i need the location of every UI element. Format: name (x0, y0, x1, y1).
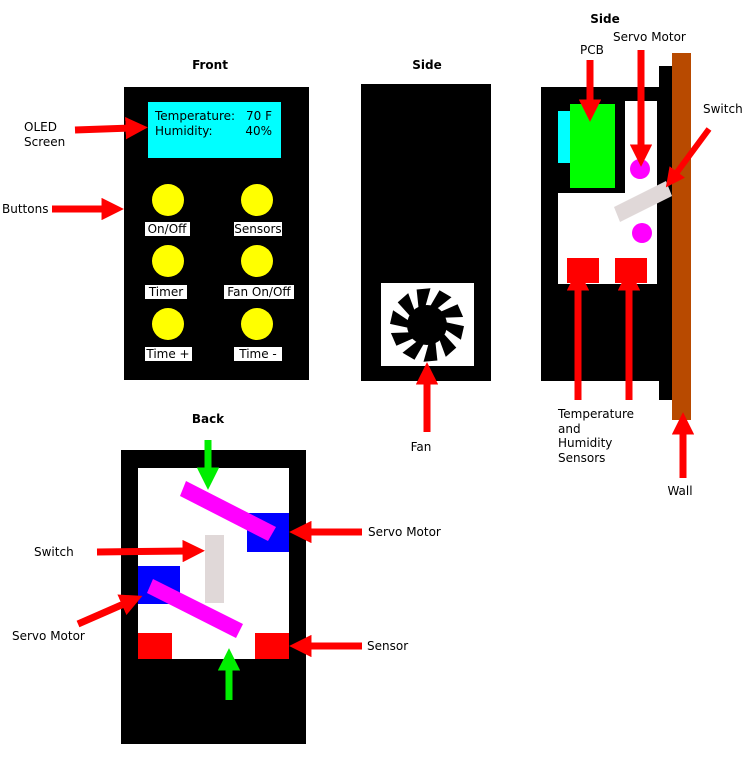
fan-blade (402, 339, 425, 360)
fan-blade (416, 288, 431, 311)
sensors-callout-line1: Temperature (557, 407, 634, 421)
servo-dot-top (630, 159, 650, 179)
back-servo-left-arrow (76, 594, 143, 628)
mount-bracket (659, 66, 672, 400)
switch-arrow (665, 127, 712, 188)
pcb-divider (620, 101, 625, 193)
button-label-time-minus: Time - (238, 347, 277, 361)
back-sensor-callout: Sensor (367, 639, 408, 653)
switch-callout: Switch (703, 102, 743, 116)
oled-arrow (74, 116, 148, 140)
button-label-fan-on-off: Fan On/Off (227, 285, 291, 299)
button-label-bg (234, 347, 282, 361)
oled-callout-line2: Screen (24, 135, 65, 149)
pcb (570, 104, 615, 188)
button-on-off (152, 184, 184, 216)
side-wall-view: Side PCB Servo Motor Switch Temperature … (541, 12, 743, 498)
screen-edge (558, 111, 570, 163)
front-view: Front Temperature: 70 F Humidity: 40% On… (2, 58, 309, 380)
buttons-callout: Buttons (2, 202, 48, 216)
side-wall-title: Side (590, 12, 619, 26)
screen-temperature-value: 70 F (246, 109, 272, 123)
sensors-callout-line2: and (558, 422, 581, 436)
button-sensors (241, 184, 273, 216)
sensors-callout-line4: Sensors (558, 451, 605, 465)
button-label-time-plus: Time + (145, 347, 189, 361)
sensor-right (615, 258, 647, 283)
back-sensor-right (255, 633, 289, 659)
fan-blade (423, 339, 438, 362)
button-label-timer: Timer (148, 285, 183, 299)
fan-callout: Fan (411, 440, 432, 454)
sensor-left (567, 258, 599, 283)
back-title: Back (192, 412, 225, 426)
side-fan-title: Side (412, 58, 441, 72)
fan-blade (438, 304, 464, 318)
side-fan-view: Side Fan (361, 58, 491, 454)
button-time-minus (241, 308, 273, 340)
sensors-callout-line3: Humidity (558, 436, 612, 450)
fan-blade (390, 332, 416, 346)
screen-temperature-label: Temperature: (154, 109, 235, 123)
button-label-bg (145, 222, 190, 236)
wall-callout: Wall (667, 484, 692, 498)
fan-blade (397, 293, 416, 318)
back-switch-callout: Switch (34, 545, 74, 559)
pcb-callout: PCB (580, 43, 604, 57)
button-label-on-off: On/Off (148, 222, 188, 236)
back-switch-arrow (96, 539, 205, 563)
switch-lever (614, 181, 672, 222)
back-sensor-left (138, 633, 172, 659)
servo-arm-top (180, 481, 276, 541)
back-servo-left-callout: Servo Motor (12, 629, 85, 643)
fan-blade (443, 321, 464, 340)
back-servo-right-callout: Servo Motor (368, 525, 441, 539)
fan-icon (390, 288, 464, 362)
button-timer (152, 245, 184, 277)
button-label-sensors: Sensors (234, 222, 281, 236)
button-label-bg (234, 222, 282, 236)
fan-blade (438, 332, 457, 357)
fan-blade (429, 290, 452, 311)
button-fan-on-off (241, 245, 273, 277)
button-time-plus (152, 308, 184, 340)
fan-blade (390, 310, 411, 329)
wall (672, 53, 691, 420)
servo-motor-callout: Servo Motor (613, 30, 686, 44)
button-label-bg (224, 285, 294, 299)
servo-arm-bottom (147, 579, 243, 638)
screen-humidity-value: 40% (245, 124, 272, 138)
servo-dot-bottom (632, 223, 652, 243)
back-view: Back Switch Servo Motor Servo Motor Sens… (12, 412, 441, 744)
front-title: Front (192, 58, 228, 72)
oled-callout-line1: OLED (24, 120, 57, 134)
oled-screen (148, 102, 281, 158)
button-label-bg (145, 285, 187, 299)
back-switch (205, 535, 224, 603)
button-label-bg (145, 347, 192, 361)
screen-humidity-label: Humidity: (155, 124, 213, 138)
